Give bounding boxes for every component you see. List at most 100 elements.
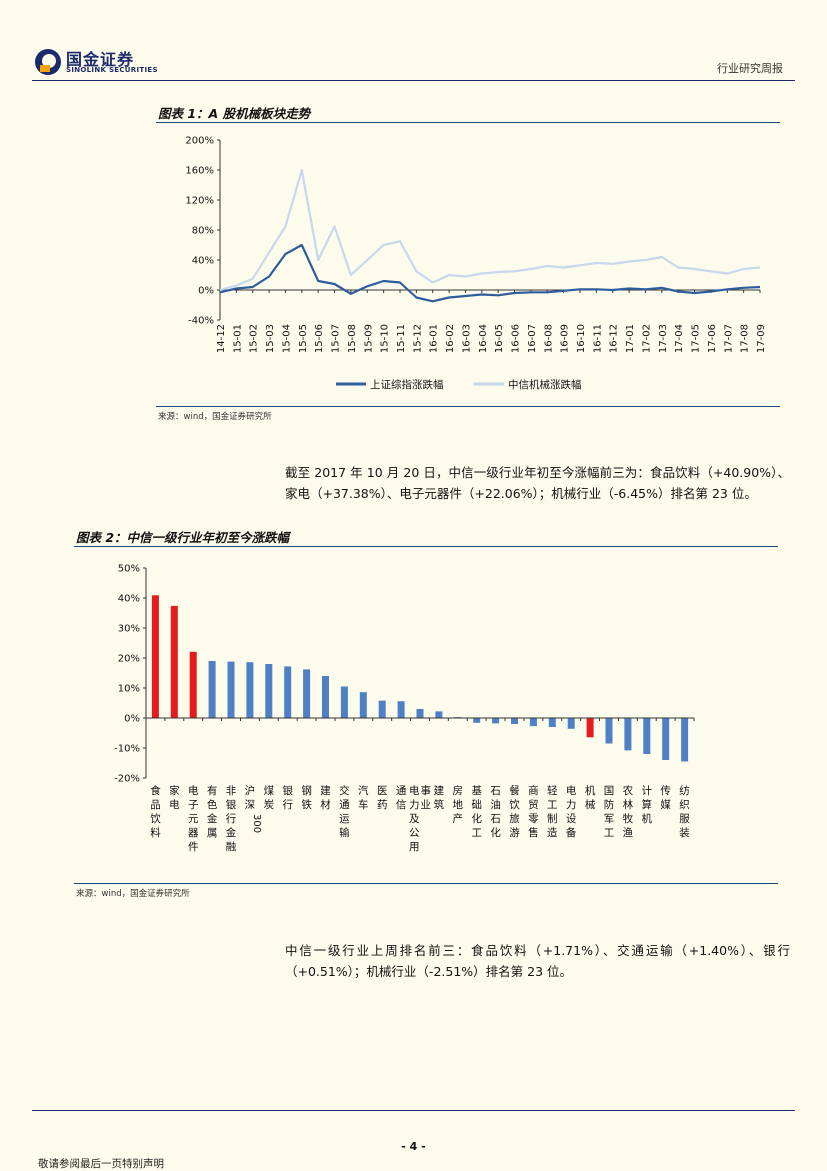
- bar-27: [662, 718, 670, 760]
- x-tick-label: 17-09: [756, 324, 767, 353]
- x-tick-label: 16-11: [592, 324, 603, 353]
- category-label-char: 材: [320, 798, 331, 811]
- y-tick-label: 0%: [198, 286, 214, 297]
- category-label-char: 医: [377, 785, 388, 797]
- x-tick-label: 15-02: [249, 324, 260, 353]
- x-tick-label: 15-11: [396, 324, 407, 353]
- category-label-char: 化: [471, 812, 482, 825]
- category-label-char: 地: [453, 798, 464, 811]
- category-label-char: 300: [251, 814, 262, 833]
- category-label-char: 化: [490, 826, 501, 839]
- category-label-char: 钢: [301, 784, 312, 797]
- bar-2: [189, 651, 197, 718]
- category-label-char: 游: [509, 826, 520, 839]
- bar-25: [624, 718, 632, 751]
- category-label: 银行: [282, 784, 293, 811]
- category-label-char: 渔: [623, 827, 634, 839]
- category-label-char: 件: [188, 841, 199, 853]
- x-tick-label: 15-08: [347, 324, 358, 353]
- bar-14: [416, 709, 424, 718]
- bar-20: [529, 718, 537, 727]
- category-label-char: 深: [245, 799, 256, 811]
- category-label-char: 运: [339, 813, 350, 825]
- category-label: 煤炭: [264, 784, 275, 811]
- category-label-char: 事: [421, 784, 432, 797]
- series-line-0: [219, 243, 761, 303]
- footer-rule: [32, 1110, 795, 1111]
- category-label-char: 药: [377, 799, 388, 811]
- category-label-char: 银: [226, 798, 237, 811]
- figure1-source: 来源：wind，国金证券研究所: [158, 412, 272, 422]
- category-label-char: 金: [226, 826, 237, 839]
- category-label-char: 商: [528, 784, 539, 797]
- category-label: 钢铁: [301, 784, 312, 811]
- category-label-char: 筑: [434, 798, 445, 811]
- category-label: 交通运输: [339, 784, 350, 839]
- category-label-char: 军: [604, 813, 615, 825]
- category-label-char: 饮: [509, 798, 520, 811]
- bar-0: [151, 595, 159, 718]
- category-label-char: 纺: [679, 784, 690, 797]
- category-label-char: 属: [207, 827, 218, 839]
- category-label: 建材: [320, 784, 331, 811]
- x-tick-label: 16-05: [494, 324, 505, 353]
- figure2-source: 来源：wind，国金证券研究所: [76, 889, 190, 899]
- series-line-1: [219, 168, 761, 292]
- category-label-char: 工: [547, 799, 558, 811]
- bar-4: [227, 661, 235, 718]
- paragraph-2: 中信一级行业上周排名前三：食品饮料（+1.71%）、交通运输（+1.40%）、银…: [285, 943, 790, 979]
- category-label-char: 轻: [547, 784, 558, 797]
- y-tick-label: 40%: [192, 256, 214, 267]
- bar-18: [492, 718, 500, 724]
- x-tick-label: 16-06: [511, 324, 522, 353]
- disclaimer-note: 敬请参阅最后一页特别声明: [38, 1158, 164, 1170]
- y-tick-label: 50%: [118, 564, 140, 575]
- x-tick-label: 15-06: [314, 324, 325, 353]
- bar-11: [359, 692, 367, 718]
- x-tick-label: 17-01: [625, 324, 636, 353]
- category-label-char: 铁: [301, 798, 312, 811]
- y-tick-label: -10%: [114, 744, 140, 755]
- category-label-char: 产: [453, 812, 464, 825]
- category-label-char: 牧: [623, 812, 634, 825]
- category-label-char: 设: [566, 813, 577, 825]
- figure1-title-rule: [156, 122, 780, 123]
- x-tick-label: 14-12: [216, 324, 227, 353]
- y-tick-label: -20%: [114, 774, 140, 785]
- legend-label-0: 上证综指涨跌幅: [370, 378, 444, 391]
- page-number: - 4 -: [401, 1140, 426, 1153]
- category-label-char: 电: [188, 784, 199, 797]
- category-label-char: 通: [339, 799, 350, 811]
- bar-15: [435, 711, 443, 718]
- bar-26: [643, 718, 651, 754]
- category-label-char: 行: [282, 798, 293, 811]
- y-tick-label: 40%: [118, 594, 140, 605]
- category-label-char: 房: [453, 784, 464, 797]
- category-label-char: 金: [207, 812, 218, 825]
- category-label-char: 售: [528, 826, 539, 839]
- x-tick-label: 16-10: [576, 324, 587, 353]
- category-label-char: 煤: [264, 784, 275, 797]
- category-label-char: 交: [339, 784, 350, 797]
- category-label-char: 林: [623, 798, 634, 811]
- category-label-char: 品: [150, 799, 161, 811]
- category-label-char: 公: [409, 827, 420, 839]
- y-tick-label: 0%: [124, 714, 140, 725]
- category-label-char: 非: [226, 785, 237, 797]
- y-tick-label: 160%: [185, 166, 214, 177]
- figure1-title: 图表 1：A 股机械板块走势: [158, 106, 311, 121]
- bar-23: [586, 718, 594, 738]
- x-tick-label: 15-07: [331, 324, 342, 353]
- category-label-char: 旅: [509, 812, 520, 825]
- y-tick-label: 80%: [192, 226, 214, 237]
- logo-en-text: SINOLINK SECURITIES: [66, 66, 158, 74]
- category-label-char: 农: [623, 784, 634, 797]
- bar-9: [322, 676, 329, 718]
- category-label: 房地产: [453, 784, 464, 825]
